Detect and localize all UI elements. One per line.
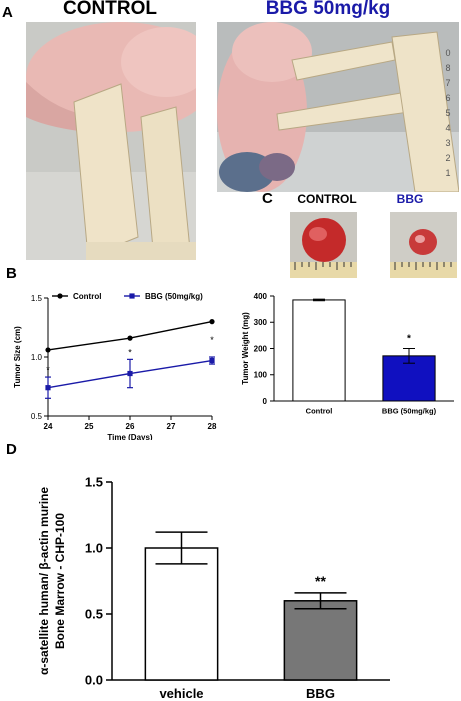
x-tick-label: 25 [85,422,94,431]
bone-marrow-bar-chart: 0.0 0.5 1.0 1.5 vehicle BBG ** α-satellite huma… [37,475,390,701]
y-tick-label: 100 [254,371,268,380]
y-tick-label: 0.5 [85,607,103,622]
y-tick-label: 0 [263,397,268,406]
data-point [127,370,133,377]
y-axis-title: Tumor Size (cm) [13,326,22,388]
panel-c-bbg-title: BBG [396,192,424,206]
caliper-digit: 6 [445,93,451,103]
tumor-size-line-chart: 0.5 1.0 1.5 24 25 26 27 28 Time (Days) Tumor Size… [13,292,217,440]
x-tick-label: 26 [126,422,135,431]
significance-mark: * [128,347,132,357]
y-tick-label: 1.5 [31,294,43,303]
panel-a-control-title: CONTROL [63,0,157,19]
legend-label-bbg: BBG (50mg/kg) [145,292,203,301]
panel-letter-d: D [6,441,17,458]
y-tick-label: 1.5 [85,475,103,490]
category-label: vehicle [159,686,203,701]
significance-mark: * [407,334,411,345]
x-tick-label: 24 [44,422,53,431]
caliper-digit: 2 [445,153,451,163]
x-tick-label: 27 [167,422,176,431]
bbg-mouse-photo-illustration [217,22,459,192]
bar [283,600,358,681]
y-tick-label: 300 [254,318,268,327]
caliper-digit: 4 [445,123,451,133]
y-tick-label: 1.0 [31,353,43,362]
panel-letter-c: C [262,190,273,207]
y-tick-label: 1.0 [85,541,103,556]
control-tumor-illustration [290,212,357,278]
caliper-digit: 3 [445,138,451,148]
y-axis-title: Tumor Weight (mg) [241,312,250,385]
category-label: BBG [306,686,335,701]
y-tick-label: 200 [254,344,268,353]
y-axis-title-line: α-satellite human/ β-actin murine [37,487,51,675]
caliper-digit: 7 [445,78,451,88]
data-point [209,319,215,325]
caliper-scale: 0 8 7 6 5 4 3 2 1 [441,46,455,181]
bbg-tumor-photo [390,212,457,278]
bbg-tumor-illustration [390,212,457,278]
caliper-digit: 8 [445,63,451,73]
data-point [45,347,51,353]
category-label: Control [306,407,333,416]
data-point [45,385,51,391]
y-tick-label: 400 [254,292,268,301]
data-point [127,335,133,341]
bbg-mouse-photo: 0 8 7 6 5 4 3 2 1 [217,22,459,192]
bar [292,299,346,402]
y-axis-title-line: Bone Marrow - CHP-100 [53,513,67,649]
y-tick-label: 0.5 [31,412,43,421]
panel-c-control-title: CONTROL [297,192,357,206]
significance-mark: * [46,365,50,375]
caliper-digit: 0 [445,48,451,58]
x-tick-label: 28 [208,422,217,431]
panel-letter-a: A [2,4,13,21]
legend-marker-control [57,293,63,299]
data-point [209,357,215,364]
significance-mark: ** [315,573,326,589]
control-mouse-photo-illustration [26,22,196,260]
bar [144,547,219,681]
panel-a-bbg-title: BBG 50mg/kg [265,0,391,19]
significance-mark: * [210,335,214,345]
category-label: BBG (50mg/kg) [382,407,437,416]
x-axis-title: Time (Days) [107,433,153,440]
legend-label-control: Control [73,292,101,301]
caliper-digit: 5 [445,108,451,118]
panel-letter-b: B [6,265,17,282]
caliper-digit: 1 [445,168,451,178]
tumor-weight-bar-chart: 0 100 200 300 400 Control BBG (50mg/kg) * Tumor … [241,292,454,416]
control-tumor-photo [290,212,357,278]
y-tick-label: 0.0 [85,673,103,688]
legend-marker-bbg [129,293,135,299]
control-mouse-photo [26,22,196,260]
